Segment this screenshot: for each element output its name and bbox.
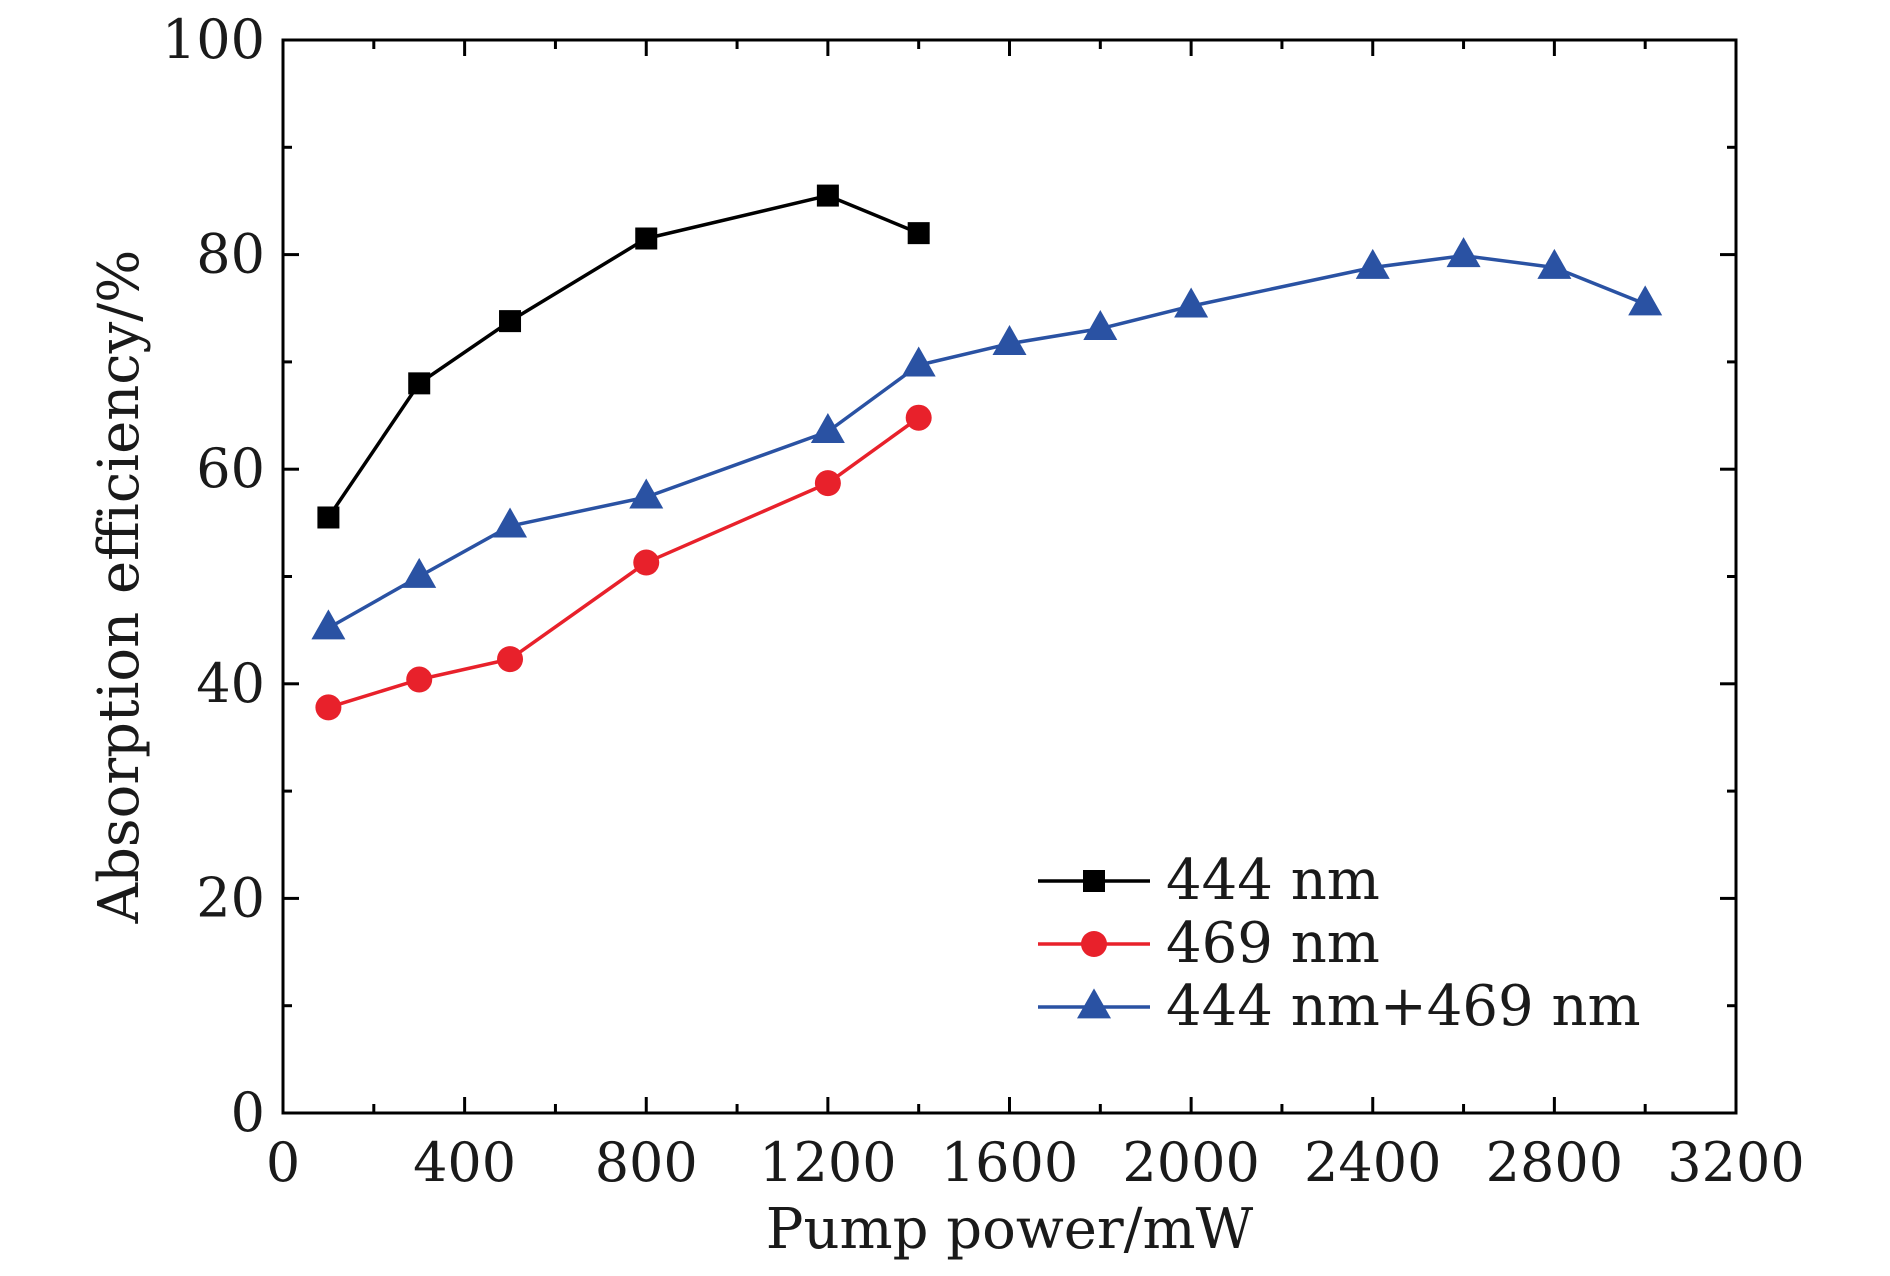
data-point xyxy=(905,404,932,431)
series-line xyxy=(327,416,920,710)
data-point xyxy=(992,325,1027,356)
x-tick-label: 3200 xyxy=(1667,1131,1804,1194)
x-tick-label: 400 xyxy=(413,1131,516,1194)
x-tick-label: 0 xyxy=(266,1131,300,1194)
legend-marker xyxy=(1081,931,1107,957)
data-point xyxy=(315,694,342,721)
legend-label: 444 nm+469 nm xyxy=(1166,974,1641,1039)
y-tick-label: 20 xyxy=(196,866,265,929)
legend-marker xyxy=(1083,870,1105,892)
data-point xyxy=(901,346,936,377)
labels-layer: 0 400 800 1200 1600 2000 2400 2800 3200 0 20 40 60 80… xyxy=(162,8,1805,1194)
x-axis-label: Pump power/mW xyxy=(766,1197,1254,1262)
data-point xyxy=(907,222,930,245)
data-point xyxy=(1355,248,1390,279)
data-point xyxy=(317,506,340,529)
y-axis-label: Absorption efficiency/% xyxy=(87,250,152,925)
x-tick-label: 1600 xyxy=(941,1131,1078,1194)
data-point xyxy=(814,470,841,497)
data-point xyxy=(810,413,845,444)
data-point xyxy=(633,549,660,576)
data-point xyxy=(499,310,522,333)
data-point xyxy=(1083,310,1118,341)
x-tick-label: 2000 xyxy=(1122,1131,1259,1194)
legend-label: 444 nm xyxy=(1166,848,1380,913)
legend-marker xyxy=(1077,988,1111,1019)
data-point xyxy=(1537,248,1572,279)
y-tick-label: 80 xyxy=(196,223,265,286)
data-point xyxy=(408,372,431,395)
data-point xyxy=(635,227,658,250)
legend-item: 444 nm+469 nm xyxy=(1038,974,1641,1039)
data-point xyxy=(1446,237,1481,268)
legend-item: 469 nm xyxy=(1038,911,1380,976)
ticks-layer xyxy=(281,38,1738,1115)
series-3 xyxy=(311,237,1663,640)
series-layer xyxy=(311,184,1663,721)
data-point xyxy=(816,184,839,207)
x-tick-label: 800 xyxy=(595,1131,698,1194)
data-point xyxy=(629,478,664,509)
plot-frame xyxy=(281,38,1738,1115)
data-point xyxy=(406,666,433,693)
data-point xyxy=(1174,287,1209,318)
series-2 xyxy=(315,404,932,721)
data-point xyxy=(311,609,346,640)
y-tick-label: 100 xyxy=(162,8,265,71)
y-tick-label: 0 xyxy=(231,1081,265,1144)
data-point xyxy=(493,507,528,538)
y-tick-label: 40 xyxy=(196,652,265,715)
data-point xyxy=(1628,285,1663,316)
series-line xyxy=(326,193,920,519)
y-tick-label: 60 xyxy=(196,437,265,500)
legend-item: 444 nm xyxy=(1038,848,1380,913)
legend-label: 469 nm xyxy=(1166,911,1380,976)
data-point xyxy=(497,646,524,673)
series-1 xyxy=(317,184,930,529)
x-tick-label: 2400 xyxy=(1304,1131,1441,1194)
x-tick-label: 2800 xyxy=(1486,1131,1623,1194)
data-point xyxy=(402,557,437,588)
x-tick-label: 1200 xyxy=(759,1131,896,1194)
